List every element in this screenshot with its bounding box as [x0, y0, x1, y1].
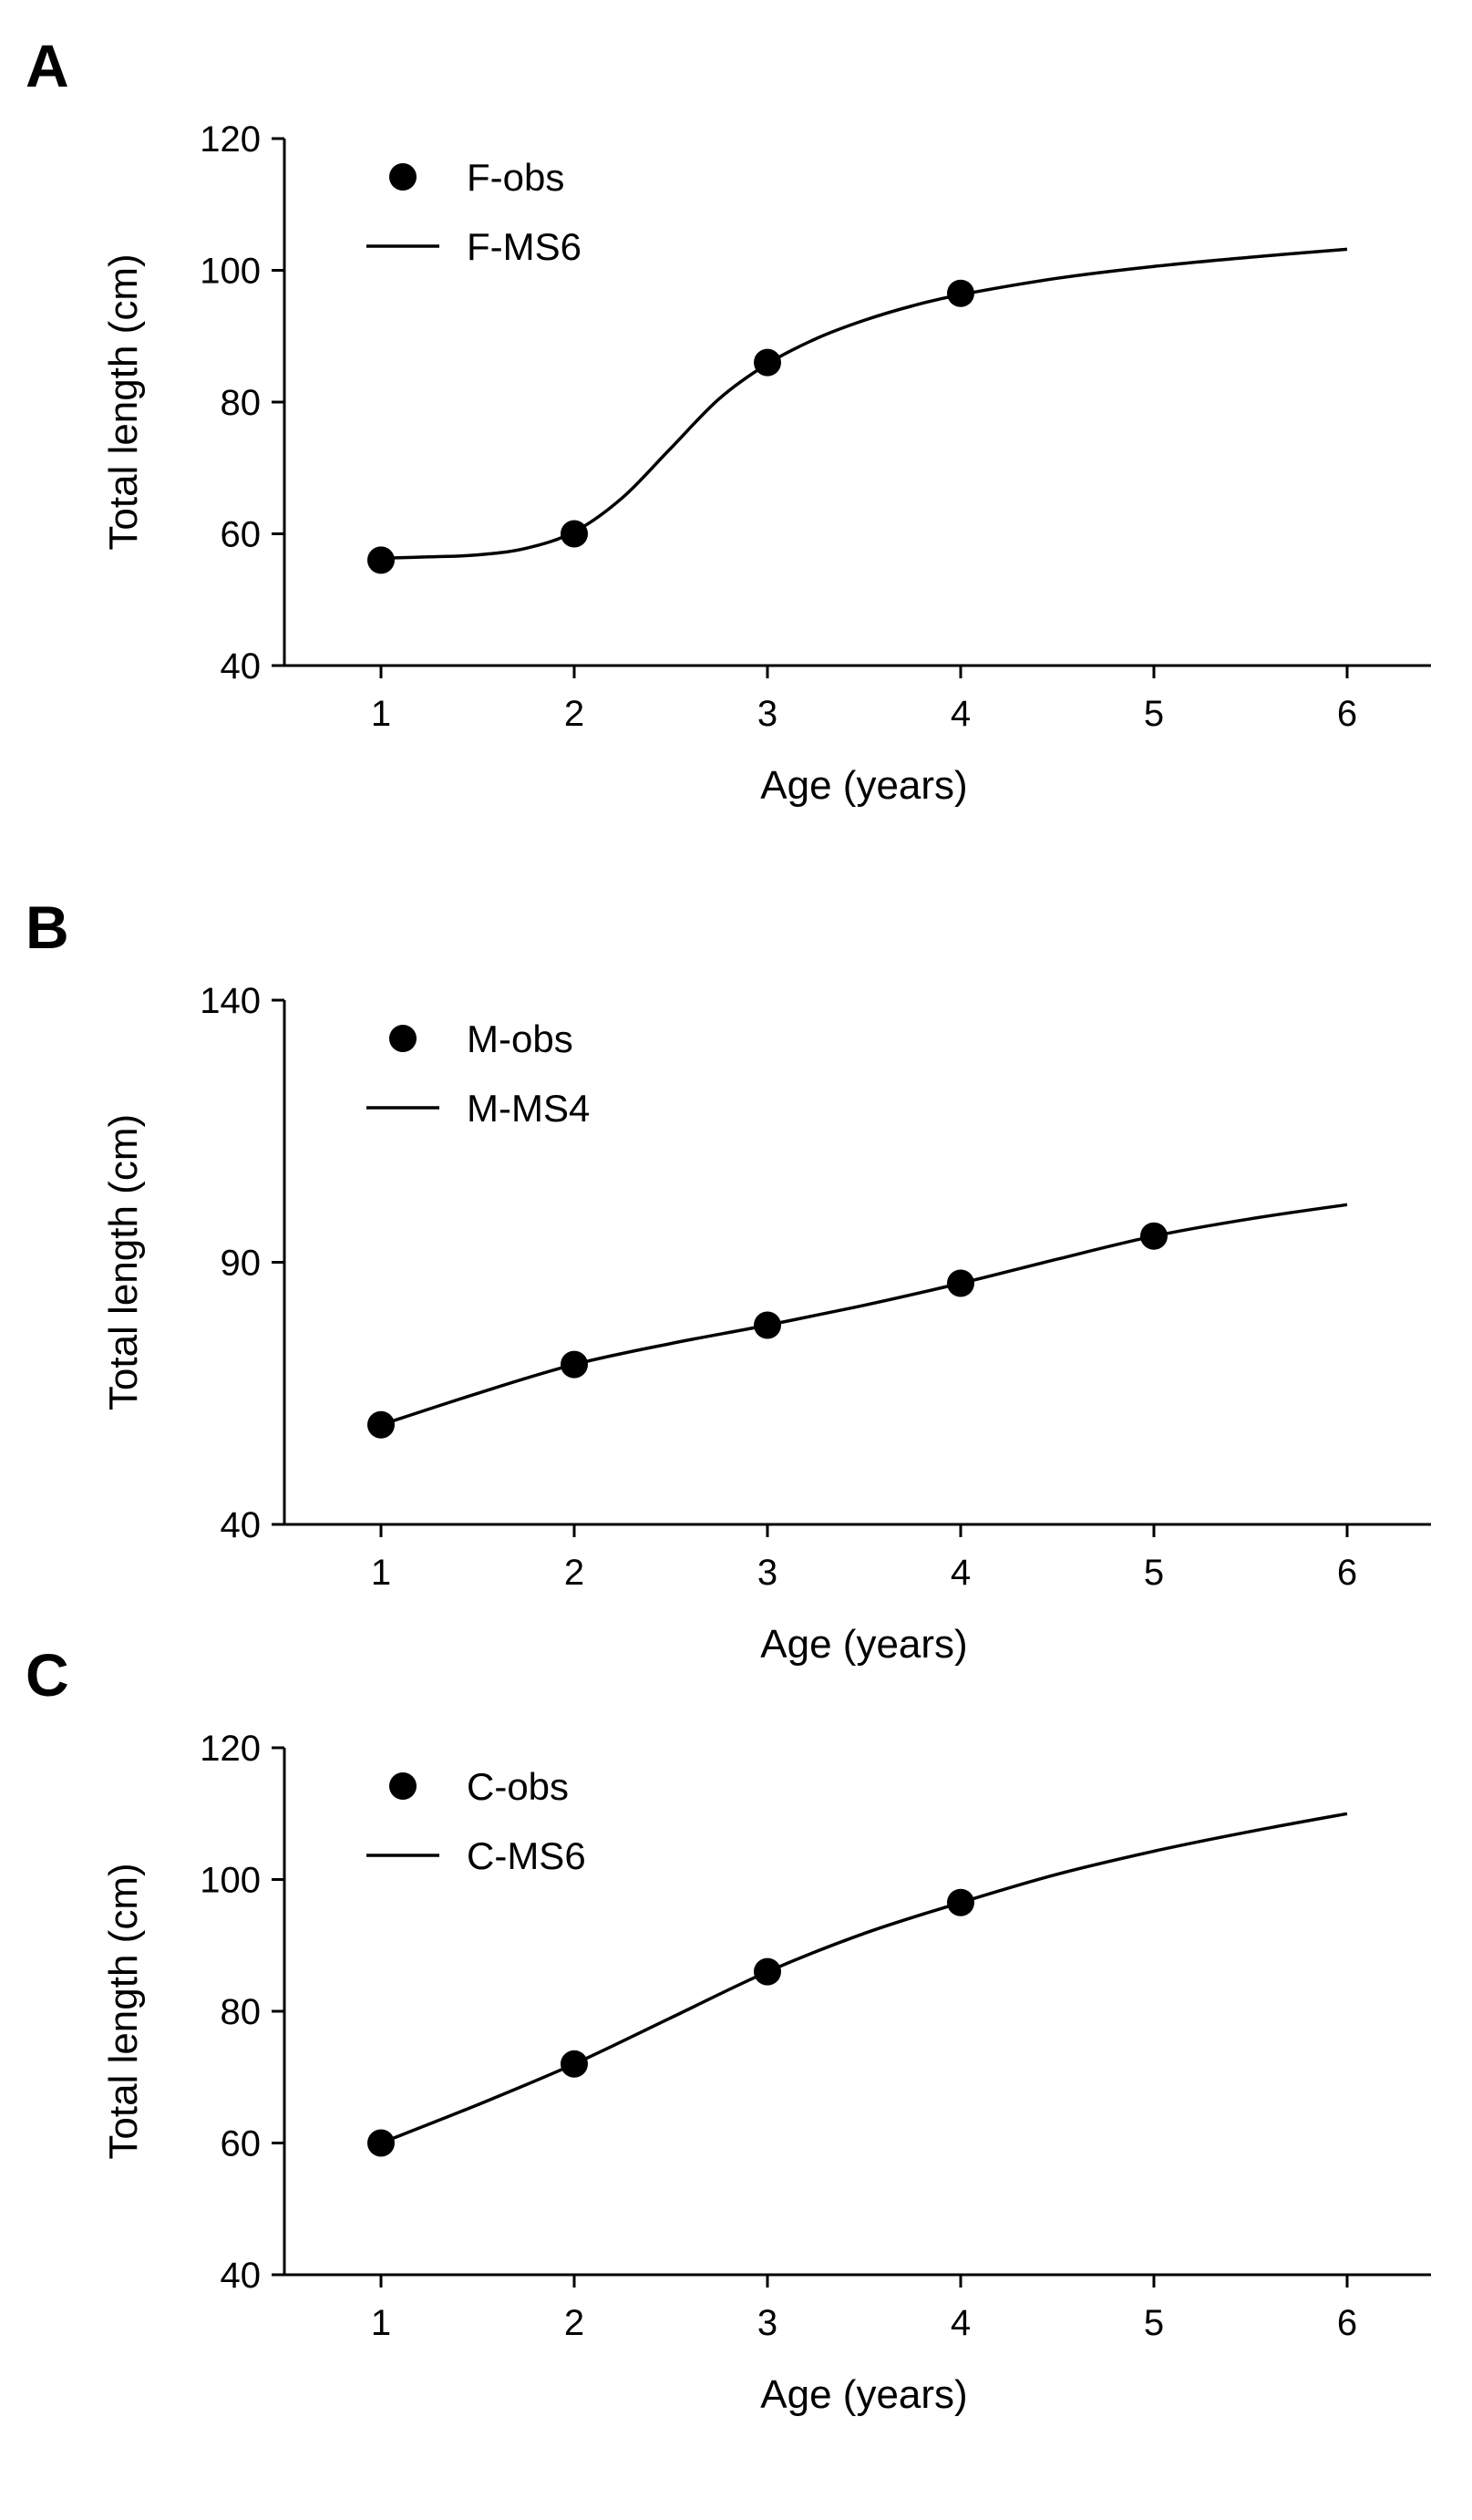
y-axis-title: Total length (cm): [101, 1114, 146, 1410]
series-line-f-ms6: [380, 247, 1348, 560]
y-tick-label: 60: [221, 2124, 262, 2164]
data-point-c-obs: [367, 2129, 395, 2157]
panel-c: C 40 60 80 100 120 1 2 3 4 5 6 Age (years) Total leng…: [26, 1641, 1431, 2417]
x-tick-label: 5: [1144, 694, 1164, 734]
y-tick-label: 120: [200, 1729, 261, 1769]
y-tick-label: 90: [221, 1244, 262, 1284]
y-tick-label: 100: [200, 252, 261, 292]
data-point-m-obs: [561, 1350, 588, 1379]
series-line-c-ms6: [380, 1812, 1348, 2145]
y-tick-label: 100: [200, 1861, 261, 1901]
legend-label: F-MS6: [467, 225, 582, 268]
data-point-m-obs: [947, 1269, 974, 1297]
x-tick-label: 5: [1144, 1553, 1164, 1593]
legend-label: C-obs: [467, 1765, 569, 1808]
series-line-m-ms4: [380, 1203, 1348, 1427]
data-point-m-obs: [1140, 1222, 1168, 1250]
data-point-c-obs: [754, 1957, 781, 1986]
x-tick-label: 3: [757, 1553, 777, 1593]
panel-label: B: [26, 893, 69, 961]
data-point-m-obs: [754, 1311, 781, 1339]
panel-b: B 40 90 140 1 2 3 4 5 6 Age (years) Total length (c…: [26, 893, 1431, 1667]
data-point-c-obs: [561, 2050, 588, 2078]
legend: C-obs C-MS6: [366, 1765, 586, 1877]
x-tick-label: 1: [371, 2303, 391, 2343]
x-tick-label: 3: [757, 694, 777, 734]
data-point-f-obs: [367, 546, 395, 574]
legend-label: F-obs: [467, 156, 564, 199]
x-tick-label: 3: [757, 2303, 777, 2343]
x-tick-label: 5: [1144, 2303, 1164, 2343]
panel-a: A 40 60 80 100 120 1 2 3 4 5 6 Age (years) Total leng…: [26, 32, 1431, 808]
y-tick-label: 80: [221, 383, 262, 423]
x-axis-title: Age (years): [760, 2372, 967, 2417]
legend: M-obs M-MS4: [366, 1017, 590, 1130]
x-axis-title: Age (years): [760, 1622, 967, 1667]
y-tick-label: 120: [200, 119, 261, 160]
panel-label: C: [26, 1641, 69, 1709]
legend-marker-dot: [389, 1025, 417, 1052]
data-point-f-obs: [947, 279, 974, 307]
x-tick-label: 4: [951, 1553, 971, 1593]
legend: F-obs F-MS6: [366, 156, 582, 268]
y-axis-title: Total length (cm): [101, 1863, 146, 2159]
legend-label: C-MS6: [467, 1834, 586, 1877]
y-tick-label: 40: [221, 2256, 262, 2296]
legend-marker-dot: [389, 1772, 417, 1800]
y-tick-label: 140: [200, 981, 261, 1021]
panel-label: A: [26, 32, 69, 99]
x-tick-label: 6: [1337, 2303, 1357, 2343]
data-point-f-obs: [754, 348, 781, 377]
y-tick-label: 40: [221, 646, 262, 687]
x-tick-label: 1: [371, 1553, 391, 1593]
legend-label: M-obs: [467, 1017, 573, 1060]
y-axis-title: Total length (cm): [101, 253, 146, 550]
x-tick-label: 6: [1337, 1553, 1357, 1593]
data-point-c-obs: [947, 1888, 974, 1916]
y-tick-label: 80: [221, 1992, 262, 2032]
legend-marker-dot: [389, 163, 417, 191]
x-tick-label: 1: [371, 694, 391, 734]
x-axis-title: Age (years): [760, 763, 967, 808]
x-tick-label: 4: [951, 2303, 971, 2343]
x-tick-label: 6: [1337, 694, 1357, 734]
x-tick-label: 2: [564, 1553, 584, 1593]
x-tick-label: 2: [564, 2303, 584, 2343]
x-tick-label: 4: [951, 694, 971, 734]
legend-label: M-MS4: [467, 1087, 590, 1130]
x-tick-label: 2: [564, 694, 584, 734]
data-point-f-obs: [561, 520, 588, 548]
y-tick-label: 40: [221, 1505, 262, 1545]
y-tick-label: 60: [221, 515, 262, 555]
data-point-m-obs: [367, 1410, 395, 1439]
